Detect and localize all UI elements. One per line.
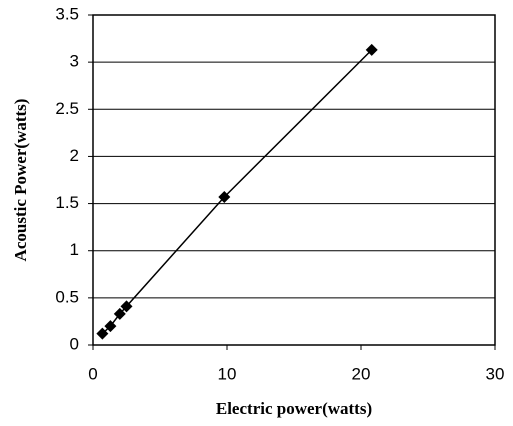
y-axis-title: Acoustic Power(watts): [11, 99, 30, 262]
data-line: [101, 49, 373, 335]
data-marker: [96, 327, 109, 340]
x-tick-label: 20: [352, 364, 371, 383]
data-marker: [104, 320, 117, 333]
plot-frame: [92, 14, 496, 346]
y-tick-label: 3.5: [55, 4, 79, 23]
y-tick-label: 2: [70, 146, 79, 165]
y-tick-label: 2.5: [55, 99, 79, 118]
data-marker: [113, 307, 126, 320]
y-tick-label: 0.5: [55, 287, 79, 306]
y-tick-label: 1.5: [55, 193, 79, 212]
data-marker: [120, 300, 133, 313]
data-marker: [218, 190, 231, 203]
x-axis-title: Electric power(watts): [216, 399, 372, 418]
data-marker: [365, 43, 378, 56]
y-tick-label: 3: [70, 52, 79, 71]
y-tick-label: 1: [70, 240, 79, 259]
x-tick-label: 10: [218, 364, 237, 383]
x-tick-label: 0: [88, 364, 97, 383]
y-tick-label: 0: [70, 334, 79, 353]
x-tick-label: 30: [486, 364, 505, 383]
